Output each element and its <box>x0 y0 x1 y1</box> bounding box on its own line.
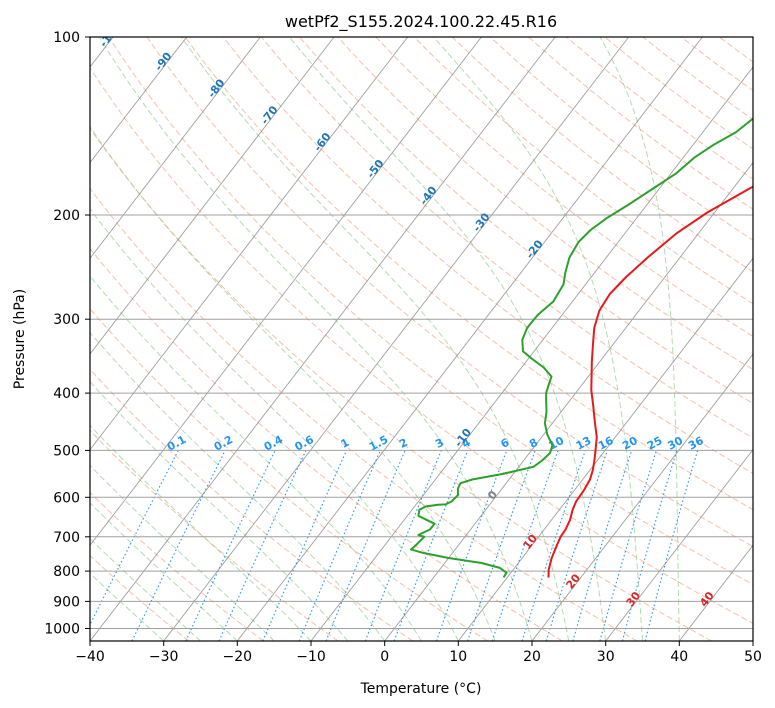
y-tick-label: 400 <box>53 386 80 402</box>
x-tick-label: −10 <box>296 649 326 665</box>
moist-adiabat <box>98 37 533 641</box>
mixing-ratio-line <box>521 450 586 641</box>
x-tick-label: −40 <box>75 649 105 665</box>
isotherm-line <box>90 37 556 641</box>
mixing-ratio-line <box>325 450 406 641</box>
mixing-ratio-line <box>572 450 633 641</box>
x-tick-label: 40 <box>670 649 688 665</box>
y-tick-label: 700 <box>53 530 80 546</box>
isotherm-line <box>236 37 703 641</box>
y-tick-label: 100 <box>53 30 80 46</box>
x-tick-label: 0 <box>380 649 389 665</box>
y-tick-label: 300 <box>53 312 80 328</box>
mixing-ratio-line <box>545 450 609 641</box>
moist-adiabat <box>90 380 349 641</box>
dry-adiabat <box>90 187 638 641</box>
mixing-ratio-line <box>435 450 508 641</box>
isotherms <box>90 37 753 641</box>
isotherm-line <box>90 37 409 451</box>
mixing-ratio-line <box>466 450 536 641</box>
dry-adiabat <box>184 37 753 511</box>
x-tick-label: 20 <box>523 649 541 665</box>
x-tick-label: 30 <box>597 649 615 665</box>
moist-adiabat <box>90 208 459 641</box>
mixing-ratio-label: 36 <box>686 434 706 453</box>
x-axis-ticks: −40 −30 −20 −10 0 10 20 30 40 50 <box>75 641 762 665</box>
mixing-ratio-line <box>298 450 381 641</box>
y-tick-label: 600 <box>53 490 80 506</box>
mixing-ratio-line <box>621 450 678 641</box>
isotherm-line <box>457 257 753 641</box>
dry-adiabats <box>90 37 753 641</box>
mixing-ratio-line <box>262 450 348 641</box>
moist-adiabat <box>90 125 496 641</box>
mixing-ratio-label: 13 <box>574 434 594 453</box>
y-tick-label: 500 <box>53 443 80 459</box>
temperature-line <box>547 185 753 578</box>
y-tick-label: 1000 <box>44 622 80 638</box>
mixing-ratio-line <box>491 450 559 641</box>
y-tick-label: 800 <box>53 564 80 580</box>
x-tick-label: 10 <box>449 649 467 665</box>
mixing-ratio-label: 25 <box>645 434 665 453</box>
y-tick-label: 900 <box>53 594 80 610</box>
x-tick-label: −20 <box>223 649 253 665</box>
dry-adiabat <box>299 37 753 405</box>
isotherm-line <box>90 37 188 164</box>
plot-frame <box>89 36 754 642</box>
dry-adiabat <box>90 67 753 624</box>
mixing-ratio-line <box>90 450 179 626</box>
dry-adiabat <box>90 307 488 641</box>
x-tick-label: −30 <box>149 649 179 665</box>
dry-adiabat <box>90 247 563 641</box>
y-tick-label: 200 <box>53 208 80 224</box>
y-axis-ticks: 100 200 300 400 500 600 700 800 900 1000 <box>44 30 90 638</box>
isotherm-line <box>90 37 261 260</box>
dry-adiabat <box>90 491 264 641</box>
moist-adiabat <box>180 37 570 641</box>
mixing-ratio-label: 16 <box>596 434 616 453</box>
dry-adiabat <box>375 37 753 337</box>
profile-lines <box>410 117 753 579</box>
dry-adiabat <box>261 37 753 439</box>
isotherm-line <box>384 161 753 641</box>
moist-adiabat <box>90 275 422 641</box>
dry-adiabat <box>90 554 190 641</box>
isotherm-line <box>163 37 630 641</box>
isotherm-line <box>605 448 753 641</box>
x-tick-label: 50 <box>744 649 762 665</box>
plot-area: 0.10.20.40.611.52346810131620253036-100-… <box>90 37 753 641</box>
isotherm-line <box>531 353 753 641</box>
chart-title: wetPf2_S155.2024.100.22.45.R16 <box>285 12 557 32</box>
moist-adiabat <box>289 37 607 641</box>
x-axis-label: Temperature (°C) <box>360 681 482 697</box>
dry-adiabat <box>90 429 339 641</box>
y-axis-label: Pressure (hPa) <box>12 289 28 389</box>
dry-adiabat <box>90 127 712 641</box>
isotherm-line <box>90 37 482 547</box>
moist-adiabat <box>90 464 275 641</box>
isotherm-line <box>310 66 753 641</box>
dewpoint-line <box>410 117 753 579</box>
moist-adiabat <box>433 37 643 641</box>
mixing-ratio-line <box>364 450 442 641</box>
mixing-ratio-label: 30 <box>665 434 685 453</box>
isotherm-line <box>90 37 335 355</box>
moist-adiabat <box>90 331 386 641</box>
mixing-ratio-label: 20 <box>620 434 640 453</box>
mixing-ratio-line <box>599 450 657 641</box>
